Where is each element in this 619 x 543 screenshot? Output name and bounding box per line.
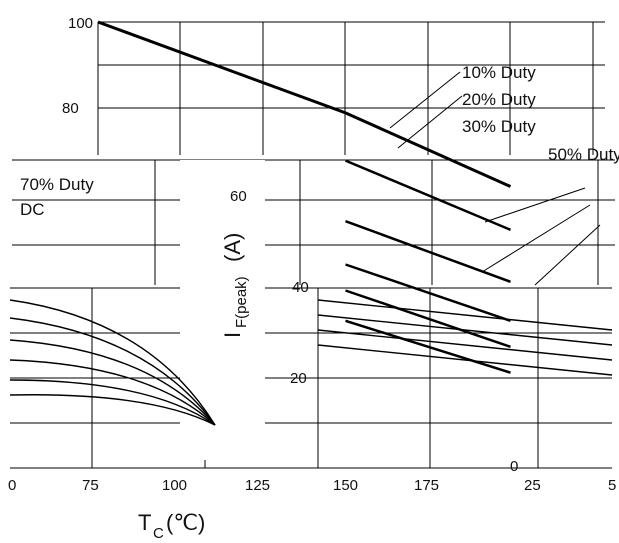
series-line-70-duty xyxy=(345,289,511,348)
x-tick-5: 5 xyxy=(608,477,616,494)
y-tick-60: 60 xyxy=(230,188,247,205)
series-line-dc xyxy=(345,319,511,374)
upper-grid xyxy=(97,21,605,155)
y-tick-80: 80 xyxy=(62,100,79,117)
x-tick-150: 150 xyxy=(333,477,358,494)
y-axis-title: I F(peak) (A) xyxy=(220,233,250,338)
lower-curves xyxy=(9,299,613,426)
legend-20-duty: 20% Duty xyxy=(462,90,536,109)
overlay-gap xyxy=(180,160,265,460)
series-line-50-duty xyxy=(345,263,511,322)
legend-30-duty: 30% Duty xyxy=(462,117,536,136)
legend-10-duty: 10% Duty xyxy=(462,63,536,82)
series-line-20-duty xyxy=(345,159,511,231)
x-axis-main: T xyxy=(138,510,151,535)
y-axis-sub: F(peak) xyxy=(233,276,250,328)
y-tick-0: 0 xyxy=(510,458,518,475)
x-axis-sub: C xyxy=(153,525,164,542)
x-tick-25: 25 xyxy=(524,477,541,494)
y-tick-100: 100 xyxy=(68,15,93,32)
x-tick-75: 75 xyxy=(82,477,99,494)
x-tick-0: 0 xyxy=(8,477,16,494)
middle-grid xyxy=(12,159,615,285)
x-tick-175: 175 xyxy=(414,477,439,494)
y-tick-40: 40 xyxy=(292,279,309,296)
y-tick-20: 20 xyxy=(290,370,307,387)
legend-70-duty: 70% Duty xyxy=(20,175,94,194)
series-line-10-duty xyxy=(97,20,512,188)
lower-grid xyxy=(10,287,612,469)
legend-dc: DC xyxy=(20,200,45,219)
legend-50-duty: 50% Duty xyxy=(548,145,619,164)
x-tick-100: 100 xyxy=(162,477,187,494)
x-axis-unit: (℃) xyxy=(166,510,205,535)
x-tick-125: 125 xyxy=(245,477,270,494)
y-axis-unit: (A) xyxy=(220,233,245,262)
y-axis-main: I xyxy=(220,332,245,338)
series-layer xyxy=(97,20,512,374)
legend-arrows xyxy=(389,71,601,286)
